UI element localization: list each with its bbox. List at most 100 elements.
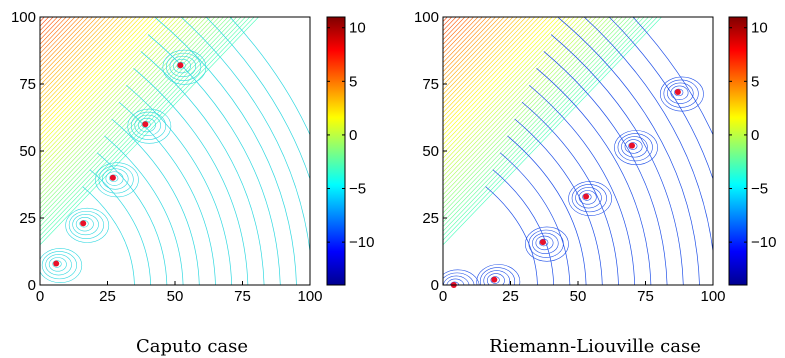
caputo-axis-ticks: 0 25 50 75 100 0 25 50 75 100 (11, 9, 323, 305)
zero-swirl-contour (102, 168, 129, 190)
far-field-contour (133, 68, 249, 285)
zero-swirl-contour (582, 193, 592, 201)
contour-line (443, 17, 619, 200)
zero-marker (177, 62, 184, 69)
contour-line (443, 17, 636, 218)
zero-swirl-contour (532, 232, 559, 254)
contour-line (443, 17, 558, 136)
contour-line (443, 17, 505, 82)
contour-line (40, 17, 233, 218)
zero-swirl-contour (52, 260, 62, 268)
far-field-contour (499, 152, 571, 285)
zero-marker (142, 121, 149, 128)
contour-line (40, 17, 124, 104)
caputo-colorbar-ticks: 10 5 0 −5 −10 (327, 20, 374, 251)
contour-line (13, 0, 337, 41)
zero-marker (53, 260, 60, 267)
zero-swirl-contour (48, 257, 67, 272)
contour-line (40, 17, 146, 127)
x-tick-label: 50 (570, 288, 587, 305)
contour-line (443, 17, 475, 50)
contour-line (443, 17, 514, 91)
zero-marker (583, 193, 590, 200)
contour-line (40, 17, 190, 173)
far-field-contour (126, 84, 233, 285)
zero-swirl-contour (450, 281, 460, 285)
contour-line (13, 0, 337, 4)
zero-swirl-contour (173, 58, 191, 74)
contour-line (443, 17, 588, 168)
far-field-contour (521, 101, 619, 285)
contour-line (40, 17, 133, 114)
contour-line (443, 17, 610, 191)
contour-line (443, 17, 562, 141)
contour-line (40, 17, 106, 86)
contour-line (40, 17, 255, 241)
zero-swirl-contour (443, 275, 470, 285)
riemann-liouville-caption: Riemann-Liouville case (489, 336, 701, 357)
contour-line (40, 17, 216, 200)
contour-line (443, 17, 453, 27)
zero-swirl-contour (667, 82, 694, 104)
contour-line (443, 17, 540, 118)
contour-line (40, 17, 163, 146)
far-field-contour (118, 101, 216, 285)
contour-line (443, 17, 470, 45)
zero-swirl-contour (486, 273, 505, 285)
contour-line (40, 17, 80, 59)
zero-swirl-contour (98, 165, 134, 194)
colorbar-tick-label: 10 (751, 20, 768, 37)
contour-line (416, 0, 740, 13)
far-field-contour (608, 17, 713, 181)
x-tick-label: 100 (700, 288, 725, 305)
contour-line (443, 17, 509, 86)
contour-line (443, 17, 579, 159)
zero-marker (674, 89, 681, 96)
contour-line (40, 17, 150, 132)
contour-line (40, 17, 120, 100)
colorbar-tick-label: 5 (751, 73, 759, 90)
riemann-liouville-contour-plot (416, 0, 740, 285)
x-tick-label: 0 (439, 288, 447, 305)
contour-line (443, 17, 654, 237)
far-field-contour (550, 34, 684, 285)
contour-line (40, 17, 238, 223)
zero-swirl-contour (628, 142, 638, 150)
zero-swirl-contour (176, 61, 186, 70)
contour-line (443, 17, 466, 41)
zero-swirl-contour (41, 251, 77, 280)
contour-line (443, 17, 584, 164)
zero-swirl-contour (68, 210, 104, 239)
far-field-contour (558, 17, 700, 285)
zero-swirl-contour (105, 171, 124, 186)
contour-line (40, 17, 141, 123)
contour-line (443, 17, 571, 150)
contour-line (40, 17, 259, 246)
zero-marker (491, 276, 498, 283)
contour-line (40, 17, 93, 73)
contour-line (40, 17, 176, 159)
zero-swirl-contour (674, 88, 684, 97)
zero-swirl-contour (137, 117, 156, 133)
contour-line (443, 17, 523, 100)
contour-line (443, 17, 457, 32)
contour-line (40, 17, 128, 109)
colorbar-tick-label: −5 (349, 181, 366, 198)
x-tick-label: 75 (637, 288, 654, 305)
zero-swirl-contour (443, 272, 475, 285)
contour-line (40, 17, 111, 91)
far-field-contour (205, 17, 310, 181)
riemann-liouville-colorbar (728, 16, 748, 286)
contour-line (40, 17, 89, 68)
contour-line (443, 17, 606, 187)
zero-swirl-contour (109, 174, 119, 182)
zero-swirl-contour (166, 52, 202, 81)
contour-line (40, 17, 155, 136)
contour-line (443, 17, 641, 223)
contour-line (40, 17, 172, 155)
contour-line (40, 17, 63, 41)
zero-swirl-contour (127, 108, 172, 144)
contour-line (443, 17, 488, 63)
zero-swirl-contour (479, 267, 516, 285)
zero-swirl-contour (79, 220, 89, 228)
